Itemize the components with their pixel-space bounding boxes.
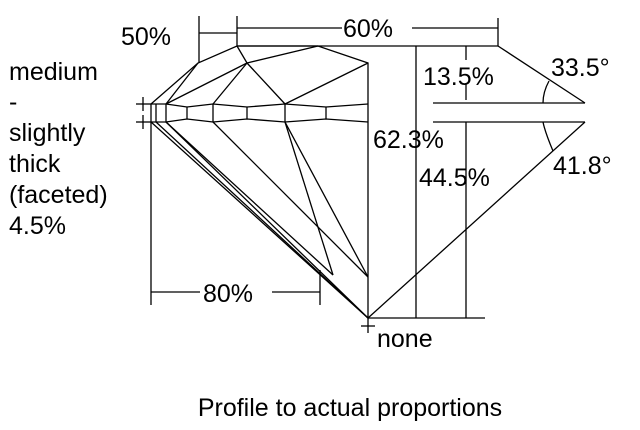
dimension-lines — [150, 16, 586, 319]
girdle-label-line: medium — [9, 58, 98, 86]
pavilion-depth-label: 44.5% — [419, 164, 490, 192]
girdle-label-line: 4.5% — [9, 212, 66, 240]
culet-label: none — [377, 325, 433, 353]
lower-half-label: 80% — [203, 280, 253, 308]
girdle-markers — [136, 97, 151, 129]
culet-marker — [361, 318, 375, 333]
crown-facets — [165, 45, 369, 105]
caption: Profile to actual proportions — [198, 394, 502, 422]
girdle-label-line: (faceted) — [9, 181, 108, 209]
table-label: 50% — [121, 23, 171, 51]
girdle-label-line: slightly — [9, 119, 86, 147]
crown-height-label: 13.5% — [423, 63, 494, 91]
pavilion-angle-label: 41.8° — [553, 152, 612, 180]
crown-width-label: 60% — [343, 15, 393, 43]
pavilion-facets — [155, 121, 369, 319]
total-depth-label: 62.3% — [373, 126, 444, 154]
diamond-outline — [150, 45, 369, 320]
girdle-label-line: - — [9, 88, 17, 116]
girdle-label-line: thick — [9, 150, 61, 178]
crown-angle-label: 33.5° — [551, 54, 610, 82]
girdle-label: medium - slightly thick (faceted) 4.5% — [9, 58, 108, 240]
girdle-facets — [151, 103, 369, 123]
